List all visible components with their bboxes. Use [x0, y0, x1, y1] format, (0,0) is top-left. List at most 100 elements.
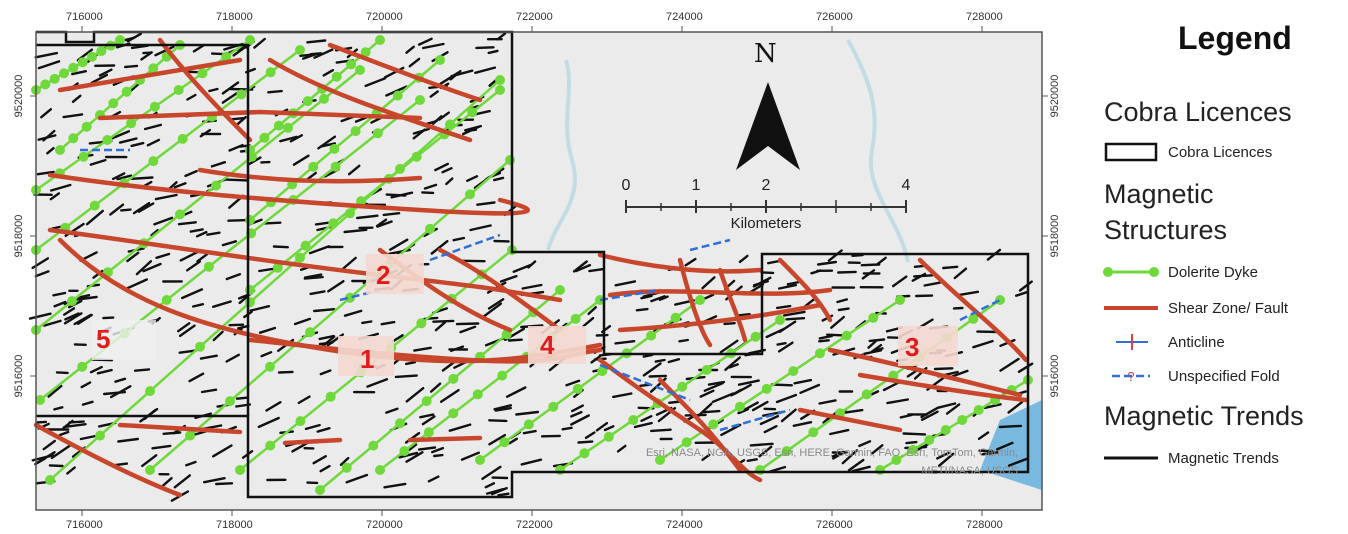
magnetic-trend-segment [1017, 362, 1034, 373]
dolerite-dyke-node [102, 135, 113, 145]
magnetic-trend-segment [667, 358, 681, 364]
dolerite-dyke-node [761, 383, 772, 394]
cobra-licence-inner-boundary [36, 43, 250, 416]
dolerite-dyke-node [328, 218, 339, 229]
magnetic-trend-segment [699, 389, 715, 398]
magnetic-trend-segment [318, 341, 334, 346]
magnetic-trend-segment [212, 330, 224, 342]
magnetic-trend-segment [475, 46, 495, 50]
y-tick-label-right: 9516000 [1049, 355, 1061, 398]
magnetic-trend-segment [81, 400, 94, 406]
dolerite-dyke-node [421, 396, 432, 407]
dolerite-dyke-node [67, 296, 77, 307]
dolerite-dyke-node [295, 416, 306, 427]
magnetic-trend-segment [342, 256, 357, 270]
magnetic-trend-segment [150, 228, 159, 237]
magnetic-trend-segment [199, 128, 212, 138]
dolerite-dyke-node [295, 252, 305, 263]
magnetic-trend-segment [79, 434, 97, 441]
magnetic-trend-segment [449, 69, 462, 81]
magnetic-trend-segment [36, 420, 48, 424]
magnetic-trend-segment [123, 64, 139, 69]
dolerite-dyke-node [548, 401, 559, 412]
dolerite-dyke-node [302, 96, 313, 107]
map-frame: 1 2 3 4 5 N 0 1 2 4 Kilometers E [13, 11, 1061, 531]
magnetic-trend-segment [522, 429, 537, 435]
magnetic-trend-segment [228, 143, 244, 152]
magnetic-trend-segment [891, 275, 908, 288]
magnetic-trend-segment [140, 51, 153, 61]
magnetic-trend-segment [53, 406, 64, 411]
dolerite-dyke [49, 79, 501, 481]
dolerite-dyke-node [957, 415, 968, 425]
unspecified-fold [339, 288, 381, 302]
magnetic-trend-segment [484, 482, 496, 489]
dolerite-dyke-node [555, 285, 565, 295]
magnetic-trend-segment [180, 288, 204, 300]
magnetic-trend-segment [208, 87, 219, 93]
target-label-3: 3 [898, 326, 958, 366]
dolerite-dyke-node [329, 143, 340, 154]
magnetic-trend-segment [920, 406, 939, 419]
dolerite-dyke-node [750, 331, 761, 342]
magnetic-trend-segment [319, 369, 332, 376]
magnetic-trend-segment [776, 304, 792, 310]
magnetic-trend-segment [53, 300, 67, 308]
dolerite-dyke-node [788, 366, 799, 377]
magnetic-trend-segment [836, 298, 848, 304]
dolerite-dyke-node [497, 370, 508, 381]
dolerite-dyke-node [197, 68, 208, 79]
structures-header-line-1: Magnetic [1104, 179, 1214, 209]
magnetic-trend-segment [497, 492, 510, 497]
magnetic-trend-segment [851, 465, 871, 473]
magnetic-trend-segment [68, 420, 85, 424]
dolerite-dyke-node [96, 46, 107, 57]
magnetic-trend-segment [830, 315, 845, 329]
shear-zone-fault [47, 227, 563, 303]
magnetic-trend-segment [749, 442, 774, 447]
magnetic-trend-segment [303, 275, 324, 280]
river-east [846, 39, 910, 263]
magnetic-trend-segment [876, 256, 887, 266]
magnetic-trend-segment [775, 393, 798, 404]
shear-zone-fault [47, 172, 530, 216]
magnetic-trend-segment [527, 260, 537, 269]
x-tick-label-top: 726000 [816, 11, 853, 23]
y-tick-label-left: 9518000 [13, 215, 25, 258]
scale-label-4: 4 [902, 177, 911, 194]
magnetic-trend-segment [319, 464, 331, 473]
shear-zone-fault [607, 287, 833, 298]
unspecified-fold-icon: ? [1112, 369, 1150, 384]
magnetic-trend-segment [151, 444, 172, 450]
magnetic-trend-segment [206, 231, 221, 236]
dolerite-dyke-node [49, 73, 60, 84]
shear-zone-fault [657, 377, 743, 473]
magnetic-trend-segment [719, 339, 739, 354]
dolerite-dyke-node [283, 122, 293, 133]
magnetic-trend-segment [185, 460, 197, 467]
x-tick-label-bottom: 718000 [216, 519, 253, 531]
shear-zone-fault [407, 435, 483, 443]
magnetic-trend-segment [221, 81, 240, 95]
magnetic-trend-segment [96, 368, 113, 375]
magnetic-trend-segment [173, 474, 192, 489]
scale-unit-label: Kilometers [731, 215, 802, 232]
magnetic-trend-segment [574, 263, 592, 273]
dolerite-dyke-node [375, 465, 385, 475]
magnetic-trend-segment [343, 228, 368, 234]
dolerite-dyke-node [392, 90, 403, 101]
magnetic-trend-segment [153, 216, 174, 226]
dolerite-dyke-node [221, 51, 232, 62]
magnetic-trend-segment [521, 283, 543, 290]
magnetic-trend-segment [733, 383, 752, 396]
dolerite-dyke-node [368, 440, 379, 451]
magnetic-trend-segment [189, 228, 204, 233]
magnetic-trend-segment [515, 410, 540, 416]
north-arrow-icon [736, 82, 800, 170]
magnetic-trend-segment [277, 370, 294, 374]
magnetic-trend-segment [422, 42, 445, 50]
magnetic-trend-segment [192, 44, 205, 53]
magnetic-trend-segment [433, 453, 444, 458]
dolerite-dyke-node [161, 295, 172, 305]
magnetic-trend-segment [304, 423, 321, 431]
